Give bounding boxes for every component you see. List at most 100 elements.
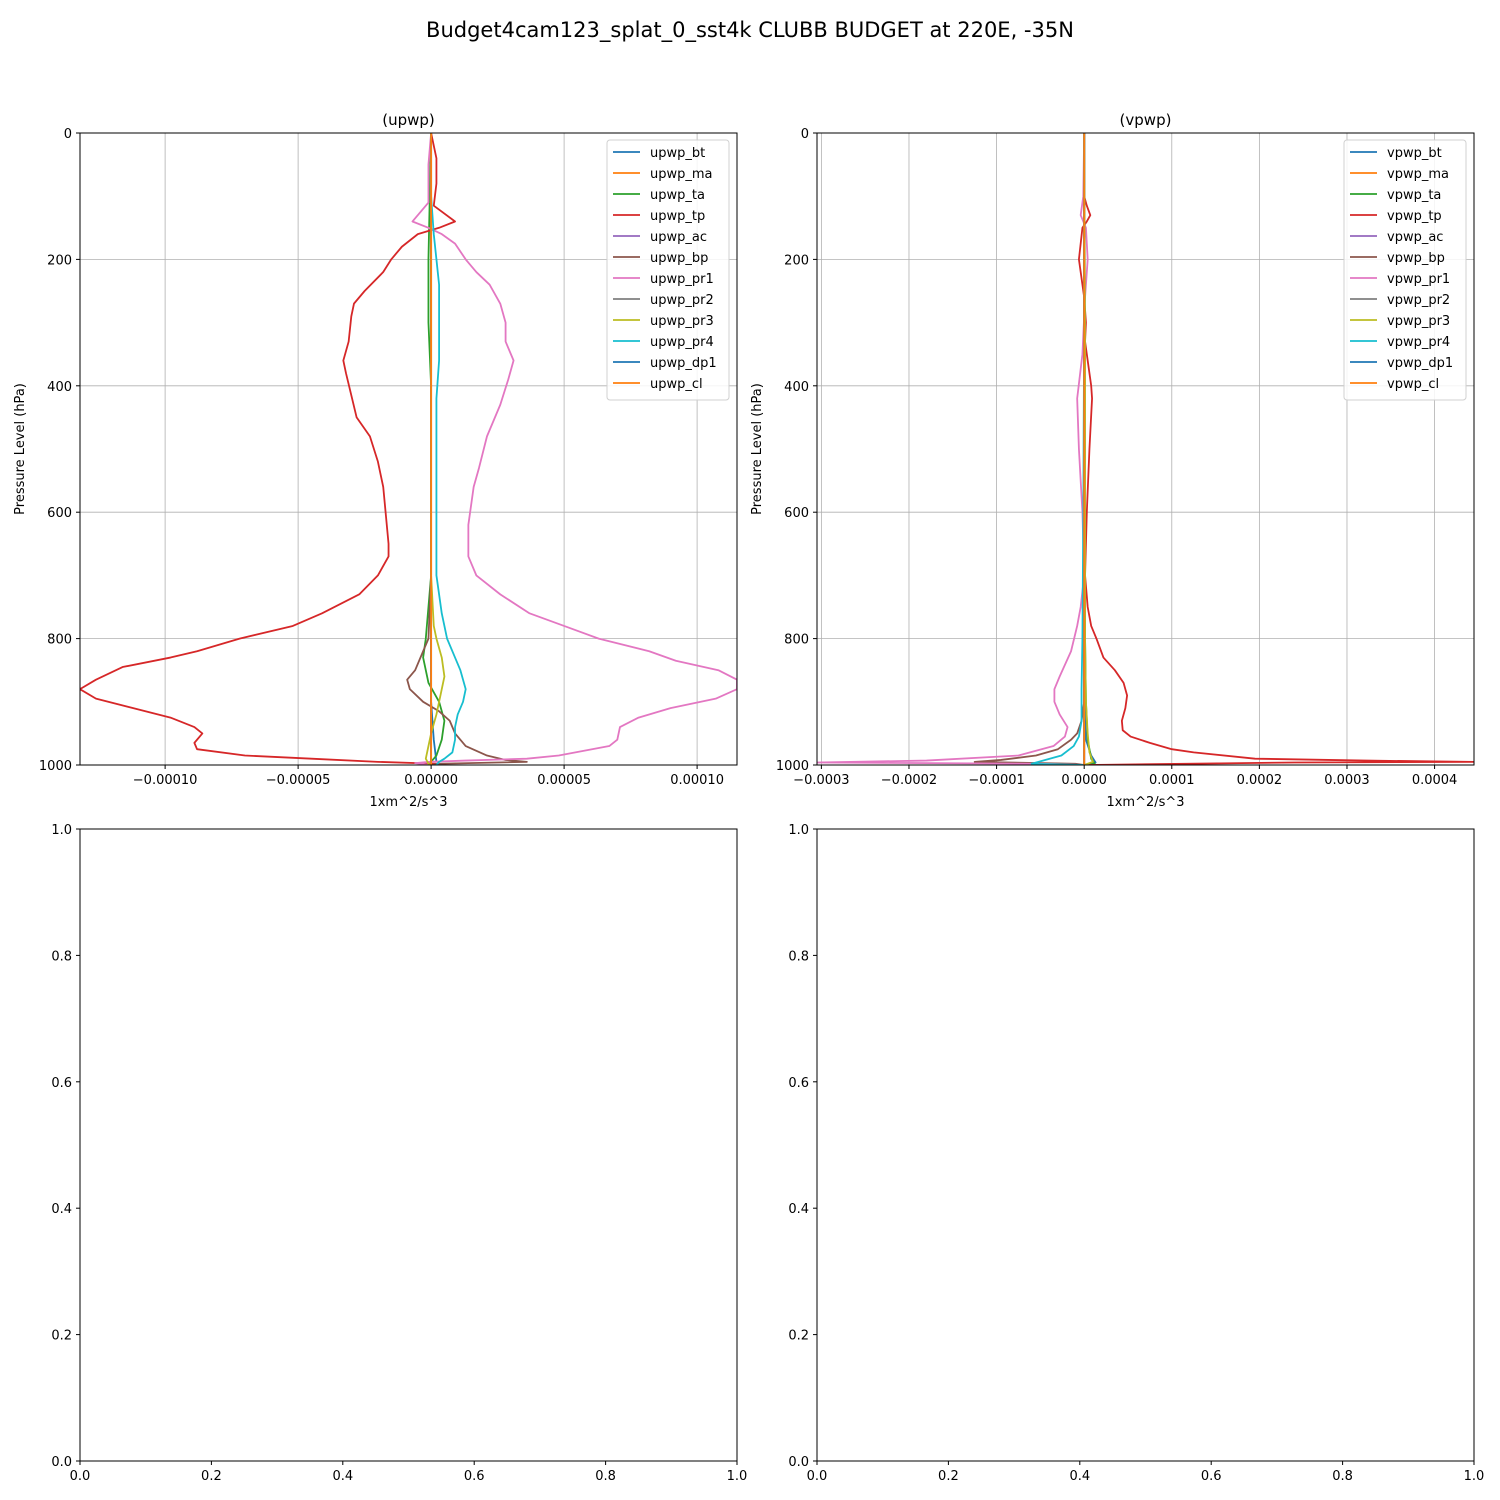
x-tick-label: 0.0001 <box>1149 773 1195 788</box>
legend-label-upwp_pr3: upwp_pr3 <box>650 314 714 329</box>
legend-box <box>606 139 730 401</box>
y-tick-label: 0.8 <box>51 949 72 964</box>
axes-frame <box>79 132 738 766</box>
x-tick-label: 1.0 <box>727 1469 748 1484</box>
panels: −0.00010 −0.00005 0.00000 0.00005 0.00010020… <box>13 111 1484 1484</box>
x-tick-label: 0.4 <box>332 1469 353 1484</box>
panel-title: (upwp) <box>382 111 435 129</box>
x-tick-label: 0.0 <box>807 1469 828 1484</box>
x-tick-label: 0.00010 <box>670 773 724 788</box>
legend-label-upwp_pr2: upwp_pr2 <box>650 293 714 308</box>
y-tick-label: 1000 <box>776 759 809 774</box>
series-group <box>80 133 737 765</box>
y-tick-label: 800 <box>47 633 72 648</box>
x-tick-label: 0.00005 <box>537 773 591 788</box>
y-axis-label: Pressure Level (hPa) <box>13 383 28 515</box>
series-line-vpwp_pr1 <box>817 133 1089 765</box>
y-tick-label: 0.0 <box>788 1455 809 1470</box>
y-tick-label: 0.6 <box>51 1076 72 1091</box>
x-tick-label: 0.4 <box>1069 1469 1090 1484</box>
panel-bottom-right: 0.0 0.2 0.4 0.6 0.8 1.0 0.0 0.2 0.4 0.6 0.8 1.0 <box>788 823 1484 1484</box>
legend-label-vpwp_dp1: vpwp_dp1 <box>1387 356 1453 371</box>
panel-title: (vpwp) <box>1120 111 1172 129</box>
panel-bottom-left: 0.0 0.2 0.4 0.6 0.8 1.0 0.0 0.2 0.4 0.6 0.8 1.0 <box>51 823 747 1484</box>
y-tick-label: 600 <box>784 506 809 521</box>
y-tick-label: 800 <box>784 633 809 648</box>
y-tick-label: 0 <box>64 127 72 142</box>
y-axis-label: Pressure Level (hPa) <box>750 383 765 515</box>
legend-label-vpwp_pr3: vpwp_pr3 <box>1387 314 1450 329</box>
x-tick-label: 0.0000 <box>1061 773 1107 788</box>
legend-label-upwp_bt: upwp_bt <box>650 146 705 161</box>
legend-label-vpwp_pr4: vpwp_pr4 <box>1387 335 1450 350</box>
y-tick-label: 200 <box>47 253 72 268</box>
axes-frame <box>816 828 1475 1462</box>
x-tick-label: 0.0 <box>70 1469 91 1484</box>
legend-label-upwp_pr4: upwp_pr4 <box>650 335 714 350</box>
legend: upwp_bt upwp_ma upwp_ta upwp_tp upwp_ac upwp_… <box>606 139 730 401</box>
y-tick-label: 0.8 <box>788 949 809 964</box>
legend: vpwp_bt vpwp_ma vpwp_ta vpwp_tp vpwp_ac vpwp_… <box>1343 139 1467 401</box>
y-tick-label: 1000 <box>39 759 72 774</box>
legend-label-vpwp_ma: vpwp_ma <box>1387 167 1449 182</box>
legend-label-vpwp_ac: vpwp_ac <box>1387 230 1443 245</box>
legend-label-upwp_ac: upwp_ac <box>650 230 707 245</box>
x-tick-label: 0.8 <box>595 1469 616 1484</box>
y-tick-label: 0.4 <box>51 1202 72 1217</box>
y-tick-label: 400 <box>784 380 809 395</box>
series-line-upwp_pr1 <box>411 133 737 765</box>
legend-label-vpwp_ta: vpwp_ta <box>1387 188 1441 203</box>
legend-label-vpwp_pr2: vpwp_pr2 <box>1387 293 1450 308</box>
legend-box <box>1343 139 1467 401</box>
x-tick-label: 0.2 <box>938 1469 959 1484</box>
x-tick-label: 0.0002 <box>1237 773 1283 788</box>
panel-top-right: −0.0003 −0.0002 −0.0001 0.0000 0.0001 0.0002 0… <box>750 111 1475 810</box>
legend-label-upwp_bp: upwp_bp <box>650 251 708 266</box>
y-tick-label: 600 <box>47 506 72 521</box>
y-tick-label: 1.0 <box>788 823 809 838</box>
legend-label-vpwp_tp: vpwp_tp <box>1387 209 1442 224</box>
y-tick-label: 0.4 <box>788 1202 809 1217</box>
axes-frame <box>79 828 738 1462</box>
x-tick-label: −0.0002 <box>881 773 937 788</box>
y-tick-label: 200 <box>784 253 809 268</box>
y-tick-label: 0.0 <box>51 1455 72 1470</box>
series-line-upwp_tp <box>80 133 456 765</box>
legend-label-upwp_ma: upwp_ma <box>650 167 713 182</box>
y-tick-label: 0.2 <box>51 1329 72 1344</box>
legend-label-upwp_pr1: upwp_pr1 <box>650 272 714 287</box>
x-axis-label: 1xm^2/s^3 <box>1106 795 1184 810</box>
x-tick-label: 0.6 <box>1201 1469 1222 1484</box>
x-axis-label: 1xm^2/s^3 <box>369 795 447 810</box>
x-tick-label: 0.0003 <box>1324 773 1370 788</box>
x-tick-label: −0.0001 <box>968 773 1024 788</box>
x-tick-label: −0.0003 <box>793 773 849 788</box>
panel-top-left: −0.00010 −0.00005 0.00000 0.00005 0.00010 0 20… <box>13 111 738 810</box>
x-tick-label: 0.00000 <box>404 773 458 788</box>
legend-label-vpwp_pr1: vpwp_pr1 <box>1387 272 1450 287</box>
legend-label-upwp_cl: upwp_cl <box>650 377 703 392</box>
legend-label-vpwp_bt: vpwp_bt <box>1387 146 1442 161</box>
y-tick-label: 0.2 <box>788 1329 809 1344</box>
axes-frame <box>816 132 1475 766</box>
x-tick-label: 0.0004 <box>1412 773 1458 788</box>
series-line-vpwp_tp <box>1078 133 1474 765</box>
series-line-upwp_pr4 <box>430 133 467 765</box>
legend-label-upwp_dp1: upwp_dp1 <box>650 356 717 371</box>
y-tick-label: 1.0 <box>51 823 72 838</box>
y-tick-label: 400 <box>47 380 72 395</box>
y-tick-label: 0.6 <box>788 1076 809 1091</box>
legend-label-vpwp_bp: vpwp_bp <box>1387 251 1445 266</box>
series-group <box>817 133 1474 765</box>
legend-label-upwp_ta: upwp_ta <box>650 188 705 203</box>
x-tick-label: −0.00010 <box>133 773 198 788</box>
x-tick-label: 0.8 <box>1332 1469 1353 1484</box>
legend-label-vpwp_cl: vpwp_cl <box>1387 377 1439 392</box>
x-tick-label: 0.2 <box>201 1469 222 1484</box>
figure-title: Budget4cam123_splat_0_sst4k CLUBB BUDGET… <box>426 18 1074 43</box>
y-tick-label: 0 <box>801 127 809 142</box>
x-tick-label: 0.6 <box>464 1469 485 1484</box>
legend-label-upwp_tp: upwp_tp <box>650 209 705 224</box>
